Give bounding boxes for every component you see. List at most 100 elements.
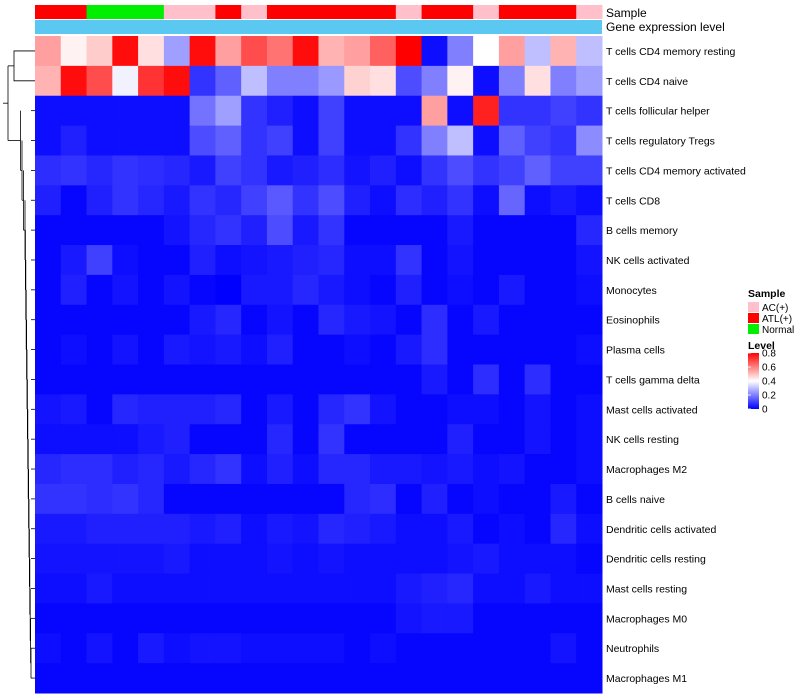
heatmap-cell bbox=[473, 394, 500, 425]
heatmap-cell bbox=[576, 274, 603, 306]
heatmap-cell bbox=[189, 245, 216, 276]
heatmap-cell bbox=[163, 274, 191, 306]
heatmap-cell bbox=[138, 663, 165, 694]
heatmap-cell bbox=[138, 274, 165, 306]
heatmap-cell bbox=[215, 633, 242, 664]
heatmap-cell bbox=[447, 603, 474, 634]
heatmap-cell bbox=[473, 603, 500, 634]
dendrogram-branch bbox=[13, 50, 35, 82]
heatmap-cell bbox=[241, 424, 268, 455]
heatmap-cell bbox=[576, 454, 603, 485]
level-legend-tick-label: 0.2 bbox=[762, 391, 776, 402]
heatmap-cell bbox=[395, 125, 423, 156]
row-label: T cells CD4 memory resting bbox=[606, 46, 735, 58]
heatmap-cell bbox=[370, 36, 397, 67]
heatmap-cell bbox=[241, 95, 268, 127]
heatmap-cell bbox=[215, 543, 242, 575]
heatmap-cell bbox=[266, 334, 294, 365]
heatmap-cell bbox=[370, 454, 397, 485]
sample-annotation-cell bbox=[86, 5, 113, 19]
heatmap-cell bbox=[576, 185, 603, 216]
heatmap-cell bbox=[498, 633, 526, 664]
heatmap-cell bbox=[163, 36, 191, 67]
heatmap-cell bbox=[35, 125, 62, 156]
heatmap-cell bbox=[189, 155, 216, 186]
row-label: Plasma cells bbox=[606, 345, 665, 357]
heatmap-cell bbox=[163, 245, 191, 276]
heatmap-cell bbox=[344, 125, 371, 156]
heatmap-cell bbox=[421, 633, 448, 664]
heatmap-cell bbox=[447, 185, 474, 216]
heatmap-cell bbox=[318, 334, 345, 365]
heatmap-cell bbox=[498, 603, 526, 634]
heatmap-cell bbox=[60, 65, 88, 97]
heatmap-cell bbox=[189, 125, 216, 156]
heatmap-cell bbox=[370, 215, 397, 246]
heatmap-cell bbox=[35, 663, 62, 694]
heatmap-cell bbox=[550, 185, 577, 216]
heatmap-cell bbox=[318, 155, 345, 186]
heatmap-cell bbox=[241, 483, 268, 515]
heatmap-cell bbox=[189, 274, 216, 306]
heatmap-cell bbox=[473, 633, 500, 664]
heatmap-cell bbox=[138, 543, 165, 575]
heatmap-cell bbox=[266, 274, 294, 306]
heatmap-cell bbox=[60, 185, 88, 216]
heatmap-cell bbox=[35, 304, 62, 336]
row-label: B cells memory bbox=[606, 225, 679, 237]
heatmap-cell bbox=[370, 603, 397, 634]
heatmap-cell bbox=[189, 394, 216, 425]
heatmap-cell bbox=[86, 65, 113, 97]
heatmap-cell bbox=[60, 334, 88, 365]
heatmap-cell bbox=[318, 394, 345, 425]
heatmap-cell bbox=[344, 304, 371, 336]
sample-annotation-cell bbox=[447, 5, 474, 19]
heatmap-cell bbox=[524, 274, 551, 306]
heatmap-cell bbox=[395, 95, 423, 127]
heatmap-cell bbox=[318, 603, 345, 634]
heatmap-cell bbox=[35, 215, 62, 246]
heatmap-cell bbox=[215, 245, 242, 276]
heatmap-cell bbox=[35, 573, 62, 604]
heatmap-cell bbox=[60, 454, 88, 485]
heatmap-cell bbox=[344, 334, 371, 365]
heatmap-cell bbox=[163, 125, 191, 156]
heatmap-cell bbox=[292, 424, 319, 455]
heatmap-cell bbox=[421, 334, 448, 365]
heatmap-cell bbox=[550, 215, 577, 246]
heatmap-cell bbox=[498, 274, 526, 306]
heatmap-cell bbox=[35, 65, 62, 97]
heatmap-cell bbox=[318, 304, 345, 336]
heatmap-cell bbox=[112, 36, 139, 67]
heatmap-cell bbox=[344, 185, 371, 216]
heatmap-cell bbox=[524, 394, 551, 425]
heatmap-cell bbox=[395, 543, 423, 575]
heatmap-cell bbox=[524, 36, 551, 67]
heatmap-cell bbox=[498, 663, 526, 694]
heatmap-cell bbox=[344, 513, 371, 545]
heatmap-cell bbox=[550, 245, 577, 276]
heatmap-cell bbox=[473, 274, 500, 306]
annotation-tracks bbox=[35, 5, 603, 34]
heatmap-cell bbox=[344, 364, 371, 395]
heatmap-cell bbox=[138, 603, 165, 634]
heatmap-cell bbox=[163, 424, 191, 455]
heatmap-cell bbox=[370, 633, 397, 664]
heatmap-cell bbox=[35, 334, 62, 365]
heatmap-cell bbox=[550, 274, 577, 306]
heatmap-cell bbox=[421, 394, 448, 425]
heatmap-cell bbox=[395, 215, 423, 246]
heatmap-cell bbox=[112, 245, 139, 276]
heatmap-cell bbox=[473, 573, 500, 604]
heatmap-cell bbox=[370, 663, 397, 694]
heatmap-cell bbox=[138, 155, 165, 186]
heatmap-cell bbox=[292, 185, 319, 216]
heatmap-cell bbox=[550, 304, 577, 336]
heatmap-cell bbox=[215, 454, 242, 485]
heatmap-cell bbox=[395, 633, 423, 664]
heatmap-cell bbox=[498, 185, 526, 216]
heatmap-cell bbox=[60, 36, 88, 67]
heatmap-cell bbox=[138, 454, 165, 485]
heatmap-cell bbox=[86, 394, 113, 425]
heatmap-cell bbox=[189, 603, 216, 634]
